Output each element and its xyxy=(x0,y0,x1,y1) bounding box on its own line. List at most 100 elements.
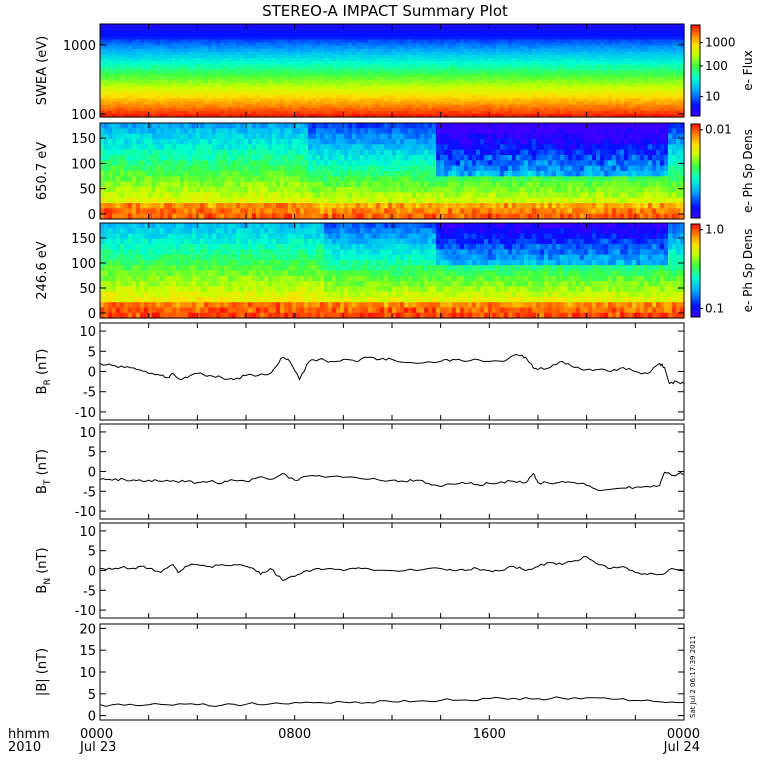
heatmap-cell xyxy=(520,55,525,59)
heatmap-cell xyxy=(596,79,601,84)
heatmap-cell xyxy=(536,101,541,106)
heatmap-cell xyxy=(436,61,441,65)
heatmap-cell xyxy=(200,98,205,103)
heatmap-cell xyxy=(516,64,521,68)
heatmap-cell xyxy=(276,55,281,59)
heatmap-cell xyxy=(444,61,449,65)
heatmap-cell xyxy=(468,39,473,44)
heatmap-cell xyxy=(596,104,601,109)
heatmap-cell xyxy=(152,79,157,84)
heatmap-cell xyxy=(296,55,301,59)
heatmap-cell xyxy=(380,86,385,90)
heatmap-cell xyxy=(556,42,561,47)
heatmap-cell xyxy=(192,176,197,183)
heatmap-cell xyxy=(420,113,425,118)
heatmap-cell xyxy=(164,39,169,44)
heatmap-cell xyxy=(120,203,125,209)
heatmap-cell xyxy=(444,110,449,115)
heatmap-cell xyxy=(260,82,265,87)
heatmap-cell xyxy=(220,208,225,215)
heatmap-cell xyxy=(552,24,557,28)
heatmap-cell xyxy=(196,95,201,99)
heatmap-cell xyxy=(252,101,257,106)
heatmap-cell xyxy=(408,36,413,41)
heatmap-cell xyxy=(368,110,373,115)
heatmap-cell xyxy=(548,95,553,99)
heatmap-cell xyxy=(492,89,497,93)
heatmap-cell xyxy=(604,64,609,68)
heatmap-cell xyxy=(592,89,597,93)
heatmap-cell xyxy=(576,73,581,78)
heatmap-cell xyxy=(132,144,137,151)
heatmap-cell xyxy=(312,104,317,109)
heatmap-cell xyxy=(264,104,269,109)
heatmap-cell xyxy=(568,48,573,53)
heatmap-cell xyxy=(456,76,461,81)
heatmap-cell xyxy=(256,70,261,75)
heatmap-cell xyxy=(476,45,481,50)
heatmap-cell xyxy=(172,55,177,59)
heatmap-cell xyxy=(528,73,533,78)
heatmap-cell xyxy=(372,113,377,118)
heatmap-cell xyxy=(260,58,265,62)
heatmap-cell xyxy=(164,113,169,118)
heatmap-cell xyxy=(552,79,557,84)
heatmap-cell xyxy=(116,27,121,31)
heatmap-cell xyxy=(216,70,221,75)
heatmap-cell xyxy=(164,64,169,68)
heatmap-cell xyxy=(560,64,565,68)
heatmap-cell xyxy=(212,144,217,151)
heatmap-cell xyxy=(356,58,361,62)
heatmap-cell xyxy=(392,30,397,34)
heatmap-cell xyxy=(492,86,497,90)
heatmap-cell xyxy=(584,64,589,68)
heatmap-cell xyxy=(520,45,525,50)
heatmap-cell xyxy=(124,27,129,31)
heatmap-cell xyxy=(308,76,313,81)
heatmap-cell xyxy=(156,197,161,204)
heatmap-cell xyxy=(440,42,445,47)
heatmap-cell xyxy=(144,79,149,84)
heatmap-cell xyxy=(180,76,185,81)
heatmap-cell xyxy=(292,30,297,34)
heatmap-cell xyxy=(400,30,405,34)
heatmap-cell xyxy=(580,58,585,62)
heatmap-cell xyxy=(504,61,509,65)
heatmap-cell xyxy=(468,92,473,96)
heatmap-cell xyxy=(480,45,485,50)
heatmap-cell xyxy=(140,45,145,50)
heatmap-cell xyxy=(116,92,121,96)
heatmap-cell xyxy=(556,73,561,78)
heatmap-cell xyxy=(360,51,365,56)
heatmap-cell xyxy=(500,92,505,96)
heatmap-cell xyxy=(204,187,209,193)
heatmap-cell xyxy=(208,208,213,215)
heatmap-cell xyxy=(232,27,237,31)
heatmap-cell xyxy=(364,30,369,34)
heatmap-cell xyxy=(368,61,373,65)
heatmap-cell xyxy=(204,165,209,172)
heatmap-cell xyxy=(136,123,141,129)
heatmap-cell xyxy=(296,86,301,90)
heatmap-cell xyxy=(248,30,253,34)
heatmap-cell xyxy=(124,51,129,56)
heatmap-cell xyxy=(256,67,261,72)
heatmap-cell xyxy=(448,95,453,99)
heatmap-cell xyxy=(200,55,205,59)
heatmap-cell xyxy=(472,27,477,31)
heatmap-cell xyxy=(420,45,425,50)
heatmap-cell xyxy=(188,45,193,50)
heatmap-cell xyxy=(448,45,453,50)
heatmap-cell xyxy=(448,64,453,68)
heatmap-cell xyxy=(376,48,381,53)
heatmap-cell xyxy=(556,30,561,34)
heatmap-cell xyxy=(396,45,401,50)
heatmap-cell xyxy=(484,64,489,68)
heatmap-cell xyxy=(296,73,301,78)
heatmap-cell xyxy=(200,48,205,53)
heatmap-cell xyxy=(120,144,125,151)
heatmap-cell xyxy=(284,64,289,68)
heatmap-cell xyxy=(320,101,325,106)
heatmap-cell xyxy=(512,36,517,41)
heatmap-cell xyxy=(320,86,325,90)
